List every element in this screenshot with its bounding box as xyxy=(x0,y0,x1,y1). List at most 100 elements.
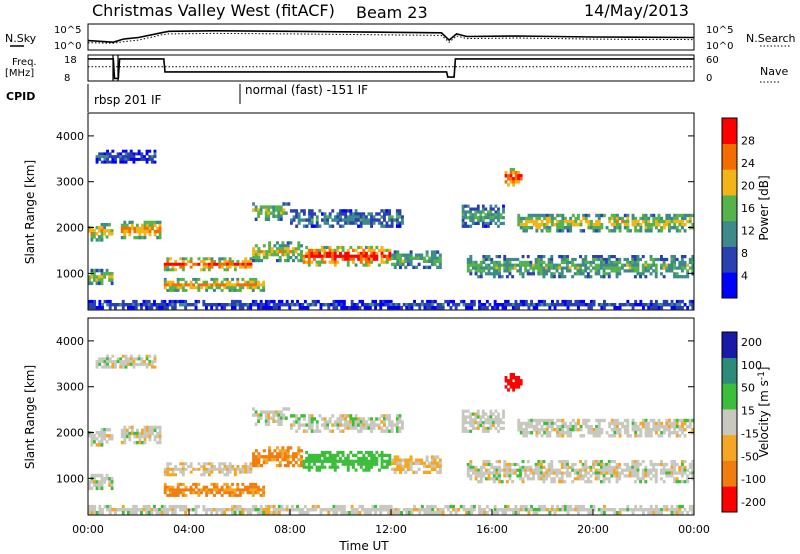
velocity-cell xyxy=(469,477,473,481)
colorbar-frame xyxy=(721,117,738,299)
velocity-cell xyxy=(526,468,530,472)
velocity-cell xyxy=(264,413,268,417)
velocity-cell xyxy=(313,453,316,457)
power-cell xyxy=(354,212,358,216)
velocity-cell xyxy=(494,409,498,413)
velocity-cell xyxy=(262,508,266,512)
velocity-cell xyxy=(634,434,638,438)
velocity-cell xyxy=(678,480,682,484)
power-cell xyxy=(90,229,94,233)
velocity-cell xyxy=(547,468,551,472)
velocity-cell xyxy=(639,434,643,438)
velocity-cell xyxy=(639,431,643,435)
velocity-cell xyxy=(197,482,201,486)
power-cell xyxy=(297,244,301,248)
power-cell xyxy=(308,218,311,222)
power-cell xyxy=(286,241,290,245)
velocity-cell xyxy=(487,429,490,433)
power-cell xyxy=(472,263,475,267)
velocity-cell xyxy=(168,504,172,509)
power-cell xyxy=(197,257,201,261)
power-cell xyxy=(166,283,170,287)
velocity-cell xyxy=(348,511,351,515)
velocity-cell xyxy=(335,508,338,512)
power-cell xyxy=(465,306,468,310)
velocity-cell xyxy=(522,434,526,438)
power-cell xyxy=(607,263,611,267)
power-cell xyxy=(286,259,290,263)
velocity-cell xyxy=(292,414,296,418)
velocity-cell xyxy=(143,425,147,430)
power-cell xyxy=(103,275,106,279)
power-cell xyxy=(153,232,157,237)
velocity-cell xyxy=(349,426,353,430)
velocity-cell xyxy=(108,428,111,432)
colorbar-tick-label: 50 xyxy=(741,382,755,395)
power-cell xyxy=(579,229,583,233)
power-cell xyxy=(241,262,245,266)
power-cell xyxy=(241,277,245,281)
velocity-cell xyxy=(428,504,432,509)
power-cell xyxy=(430,253,434,257)
power-cell xyxy=(545,266,548,270)
power-cell xyxy=(618,303,622,307)
velocity-cell xyxy=(683,471,687,475)
velocity-cell xyxy=(290,504,294,509)
power-cell xyxy=(346,215,350,219)
velocity-cell xyxy=(522,431,526,435)
power-cell xyxy=(346,248,350,252)
power-cell xyxy=(594,272,598,276)
velocity-cell xyxy=(210,467,214,471)
power-cell xyxy=(393,253,397,257)
power-cell xyxy=(120,229,124,234)
power-cell xyxy=(675,272,679,276)
velocity-cell xyxy=(365,462,368,466)
velocity-cell xyxy=(354,414,358,418)
beam-label: Beam 23 xyxy=(356,3,428,22)
power-cell xyxy=(433,250,437,254)
power-cell xyxy=(158,303,162,307)
power-cell xyxy=(130,220,134,225)
velocity-cell xyxy=(305,429,309,433)
velocity-cell xyxy=(537,504,541,509)
power-cell xyxy=(483,303,487,307)
power-cell xyxy=(380,215,384,219)
power-cell xyxy=(98,268,101,273)
power-cell xyxy=(466,266,470,270)
power-cell xyxy=(153,223,157,228)
power-cell xyxy=(348,306,351,310)
power-cell xyxy=(223,262,227,266)
power-cell xyxy=(368,303,372,307)
power-cell xyxy=(517,219,521,224)
power-cell xyxy=(482,266,486,270)
power-cell xyxy=(436,303,440,307)
power-cell xyxy=(134,299,138,304)
velocity-cell xyxy=(287,407,291,411)
velocity-cell xyxy=(607,471,611,475)
velocity-cell xyxy=(492,465,496,469)
power-cell xyxy=(290,221,293,225)
power-cell xyxy=(587,303,591,307)
power-cell xyxy=(380,260,384,264)
power-cell xyxy=(492,266,496,270)
power-cell xyxy=(558,255,562,259)
power-cell xyxy=(236,283,240,287)
power-cell xyxy=(106,152,109,156)
velocity-cell xyxy=(197,493,201,497)
velocity-cell xyxy=(251,485,255,489)
power-cell xyxy=(426,299,429,304)
velocity-cell xyxy=(584,421,588,426)
velocity-cell xyxy=(105,434,109,438)
power-cell xyxy=(383,212,386,216)
power-cell xyxy=(545,226,549,230)
velocity-cell xyxy=(316,504,320,509)
velocity-cell xyxy=(655,421,658,426)
power-cell xyxy=(147,303,151,307)
velocity-cell xyxy=(393,470,397,475)
colorbar-frame xyxy=(721,331,738,513)
velocity-cell xyxy=(584,462,588,467)
velocity-cell xyxy=(269,416,273,420)
velocity-cell xyxy=(527,508,531,512)
velocity-cell xyxy=(124,354,128,358)
velocity-cell xyxy=(226,465,229,469)
